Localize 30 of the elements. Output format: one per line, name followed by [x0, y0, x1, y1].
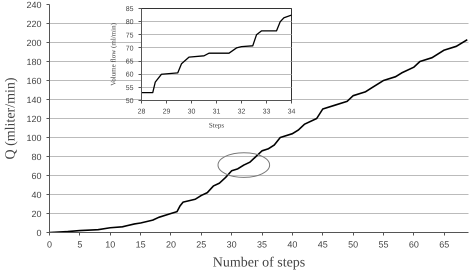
x-tick-label: 60 — [408, 240, 419, 250]
x-tick-label: 55 — [378, 240, 388, 250]
x-tick-label: 50 — [348, 240, 358, 250]
y-tick-label: 120 — [26, 114, 42, 124]
x-tick-label: 0 — [46, 240, 52, 250]
x-tick-label: 20 — [166, 240, 176, 250]
y-tick-label: 140 — [26, 95, 42, 105]
y-tick-label: 220 — [26, 19, 42, 29]
x-tick-label: 40 — [287, 240, 298, 250]
y-tick-label: 40 — [31, 190, 42, 200]
y-tick-label: 60 — [31, 171, 42, 181]
y-tick-label: 80 — [31, 152, 42, 162]
y-axis-title: Q (mliter/min) — [3, 77, 18, 160]
x-tick-label: 45 — [318, 240, 328, 250]
x-tick-label: 10 — [105, 240, 116, 250]
line-series — [142, 14, 292, 94]
x-tick-label: 15 — [136, 240, 146, 250]
x-tick-label: 25 — [196, 240, 206, 250]
x-tick-label: 5 — [77, 240, 82, 250]
y-tick-label: 180 — [26, 57, 42, 67]
y-tick-label: 0 — [36, 228, 42, 238]
y-tick-label: 20 — [31, 209, 42, 219]
x-tick-label: 65 — [439, 240, 450, 250]
x-tick-label: 30 — [226, 240, 237, 250]
x-tick-label: 35 — [257, 240, 268, 250]
y-tick-label: 160 — [26, 76, 42, 86]
y-tick-label: 100 — [26, 133, 42, 143]
y-tick-label: 240 — [26, 0, 42, 10]
x-axis-title: Number of steps — [212, 256, 306, 270]
y-tick-label: 200 — [26, 38, 42, 48]
